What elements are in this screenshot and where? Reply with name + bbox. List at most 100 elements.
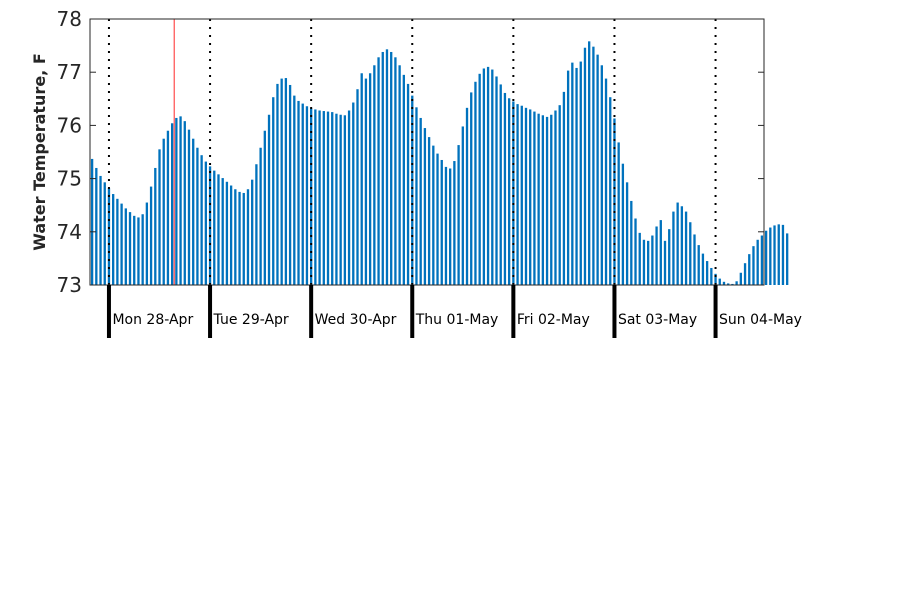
bar xyxy=(158,149,161,285)
bar xyxy=(352,102,355,286)
bar xyxy=(166,130,170,285)
bar xyxy=(200,155,203,285)
y-tick-label: 77 xyxy=(57,60,82,84)
bar xyxy=(550,114,553,285)
bar xyxy=(335,113,338,285)
bar xyxy=(630,200,633,285)
bar xyxy=(284,78,288,285)
bar xyxy=(364,78,368,285)
bar xyxy=(545,116,549,285)
bar xyxy=(162,138,165,285)
bar xyxy=(288,84,292,285)
bar xyxy=(449,168,452,285)
bar xyxy=(305,106,309,285)
bar xyxy=(347,110,351,285)
bar xyxy=(444,166,448,285)
bar xyxy=(137,217,140,285)
plot-background xyxy=(90,19,764,285)
bar xyxy=(499,84,502,285)
bar xyxy=(748,254,751,285)
bar xyxy=(642,239,646,285)
bar xyxy=(579,61,582,286)
bar xyxy=(638,232,641,285)
bar xyxy=(259,147,262,285)
bar xyxy=(95,167,98,285)
bar xyxy=(705,261,709,285)
bar xyxy=(385,49,389,285)
day-label: Tue 29-Apr xyxy=(213,312,289,328)
bar xyxy=(255,164,258,285)
bar xyxy=(663,240,667,285)
bar xyxy=(752,246,755,285)
bar xyxy=(373,65,376,285)
bar xyxy=(145,202,149,285)
day-label: Sat 03-May xyxy=(618,312,697,328)
bar xyxy=(739,272,742,285)
bar xyxy=(423,128,427,285)
bar xyxy=(701,253,705,285)
bar xyxy=(583,47,587,286)
bar xyxy=(680,206,684,285)
bar xyxy=(427,137,431,285)
bar xyxy=(432,145,435,285)
y-axis: 73 74 75 76 77 78 xyxy=(57,7,764,297)
bar xyxy=(474,81,477,285)
x-axis-day-labels: Mon 28-Apr Tue 29-Apr Wed 30-Apr Thu 01-May… xyxy=(112,312,802,328)
bar xyxy=(339,114,342,285)
bar xyxy=(196,147,199,285)
bar xyxy=(187,129,191,285)
bar xyxy=(90,158,94,285)
bar xyxy=(213,170,216,285)
bar xyxy=(693,234,696,285)
bar xyxy=(221,178,224,285)
bar xyxy=(588,41,591,286)
bar xyxy=(179,116,182,285)
bar xyxy=(503,92,507,285)
bar xyxy=(356,89,359,285)
bar xyxy=(482,68,486,285)
bar xyxy=(326,111,330,285)
bar xyxy=(238,191,241,285)
bar xyxy=(225,181,229,285)
bar xyxy=(760,235,764,285)
bar xyxy=(516,104,519,286)
bar xyxy=(478,73,481,285)
bar xyxy=(718,278,721,285)
bar xyxy=(735,281,738,285)
bar xyxy=(343,115,347,285)
bar xyxy=(727,283,730,285)
bar xyxy=(251,179,254,285)
bar xyxy=(756,239,759,285)
bar xyxy=(697,245,700,285)
bar xyxy=(124,208,127,285)
bar xyxy=(655,226,658,285)
day-tick-marks xyxy=(106,285,718,338)
bar xyxy=(600,65,603,285)
bar xyxy=(566,70,570,285)
bar xyxy=(229,185,233,285)
bar xyxy=(419,117,422,285)
bar xyxy=(381,51,384,286)
y-tick-label: 74 xyxy=(57,220,82,244)
bar xyxy=(293,95,296,285)
y-tick-label: 73 xyxy=(57,273,82,297)
bar xyxy=(183,121,186,285)
bar xyxy=(457,145,460,285)
bar xyxy=(297,100,300,286)
bar xyxy=(465,107,469,285)
bar xyxy=(786,233,789,285)
bar xyxy=(267,114,271,285)
bar xyxy=(558,105,561,286)
bar xyxy=(777,224,780,285)
bar xyxy=(276,83,279,286)
bar xyxy=(128,212,132,285)
bar xyxy=(512,101,515,286)
bar xyxy=(440,159,443,285)
bar xyxy=(368,73,372,285)
bar xyxy=(604,78,608,285)
bar xyxy=(246,189,250,285)
bar xyxy=(596,54,599,285)
day-label: Sun 04-May xyxy=(719,312,802,328)
bar xyxy=(263,130,266,285)
bar xyxy=(689,222,692,285)
